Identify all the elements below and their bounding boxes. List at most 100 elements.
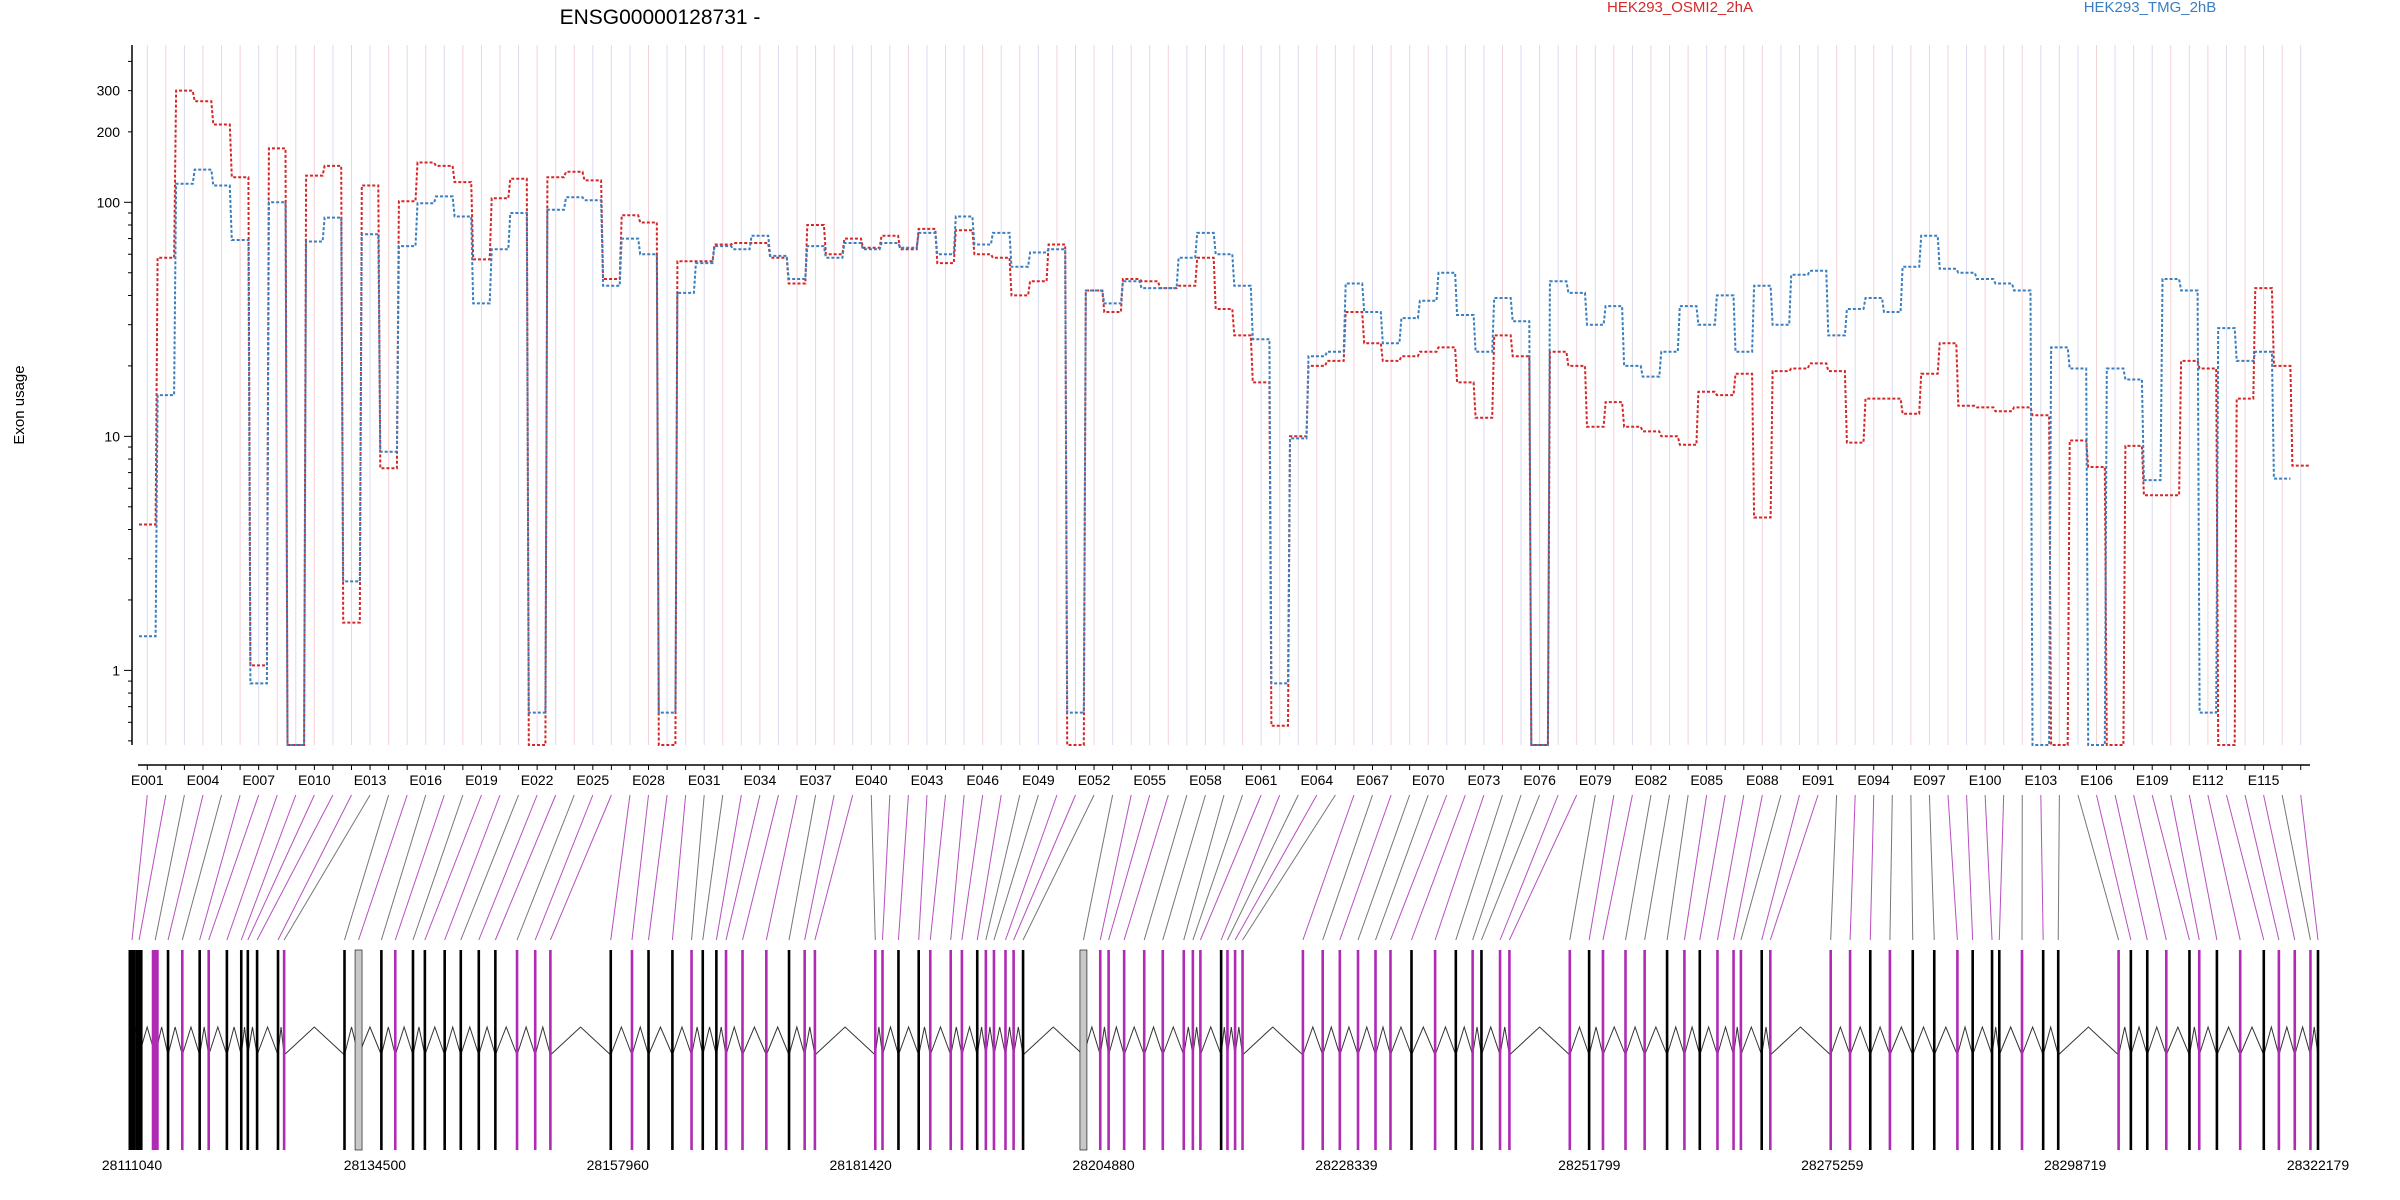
exon-box xyxy=(1990,950,1994,1150)
exon-box xyxy=(2188,950,2191,1150)
exon-box xyxy=(282,950,286,1150)
exon-box xyxy=(380,950,383,1150)
exon-connector xyxy=(1683,794,1708,941)
series-line-0 xyxy=(139,89,2309,746)
intron-line xyxy=(394,1025,414,1056)
intron-line xyxy=(460,1025,480,1056)
intron-line xyxy=(181,1025,201,1056)
exon-box xyxy=(2293,950,2297,1150)
x-tick-label: E031 xyxy=(688,772,721,788)
exon-connector xyxy=(358,794,408,941)
exon-box xyxy=(1021,950,1025,1150)
exon-box xyxy=(1716,950,1719,1150)
intron-line xyxy=(1666,1025,1685,1056)
exon-box xyxy=(515,950,519,1150)
exon-connector xyxy=(715,794,742,941)
exon-connector xyxy=(2057,794,2060,941)
exon-box xyxy=(343,950,346,1150)
intron-line xyxy=(1302,1025,1324,1056)
intron-line xyxy=(444,1025,462,1056)
x-tick-label: E064 xyxy=(1300,772,1333,788)
genomic-coordinate-label: 28275259 xyxy=(1801,1157,1864,1173)
exon-connector xyxy=(1740,794,1782,941)
exon-connector xyxy=(1013,794,1076,941)
exon-connector xyxy=(2263,794,2296,941)
exon-box xyxy=(2197,950,2201,1150)
exon-connector xyxy=(1220,794,1281,941)
intron-line xyxy=(1972,1025,1993,1056)
exon-connector xyxy=(1375,794,1429,941)
intron-line xyxy=(1004,1026,1015,1056)
exon-box xyxy=(1601,950,1605,1150)
intron-line xyxy=(1683,1025,1701,1056)
exon-box xyxy=(2238,950,2242,1150)
exon-connector xyxy=(1569,794,1596,941)
exon-box xyxy=(1508,950,1511,1150)
intron-line xyxy=(2118,1026,2132,1056)
intron-line xyxy=(380,1026,396,1056)
exon-connector xyxy=(2207,794,2241,941)
exon-connector xyxy=(2040,794,2044,941)
exon-connector xyxy=(765,794,798,941)
intron-line xyxy=(1716,1025,1735,1056)
exon-box xyxy=(1956,950,1959,1150)
exon-connector xyxy=(240,794,297,941)
series-line-1 xyxy=(139,168,2291,746)
exon-connector xyxy=(1234,794,1318,941)
exon-box xyxy=(494,950,497,1150)
exon-connector xyxy=(702,794,724,941)
exon-box xyxy=(1356,950,1360,1150)
exon-box xyxy=(1760,950,1764,1150)
x-tick-label: E022 xyxy=(521,772,554,788)
exon-connector xyxy=(460,794,520,941)
exon-box xyxy=(1142,950,1146,1150)
intron-line xyxy=(1108,1025,1125,1056)
intron-line xyxy=(1242,1026,1304,1056)
x-tick-label: E067 xyxy=(1356,772,1389,788)
intron-line xyxy=(1339,1025,1359,1056)
x-tick-label: E091 xyxy=(1802,772,1835,788)
exon-connector xyxy=(444,794,501,941)
exon-box xyxy=(1301,950,1305,1150)
exon-box xyxy=(2041,950,2045,1150)
intron-line xyxy=(226,1026,242,1056)
exon-box xyxy=(1911,950,1915,1150)
exon-box xyxy=(949,950,953,1150)
intron-line xyxy=(1022,1026,1084,1056)
intron-line xyxy=(2130,1025,2148,1056)
exon-box xyxy=(276,950,280,1150)
exon-box xyxy=(1079,949,1088,1151)
intron-line xyxy=(1998,1025,2023,1056)
exon-connector xyxy=(814,794,854,941)
exon-connector xyxy=(2170,794,2200,941)
intron-line xyxy=(1390,1025,1412,1056)
exon-connector xyxy=(1966,794,1974,941)
x-tick-label: E016 xyxy=(409,772,442,788)
exon-box xyxy=(671,950,674,1150)
exon-box xyxy=(1241,950,1244,1150)
exon-connector xyxy=(1022,794,1095,941)
exon-connector xyxy=(631,794,650,941)
x-tick-label: E073 xyxy=(1468,772,1501,788)
exon-box xyxy=(1199,950,1202,1150)
intron-line xyxy=(610,1025,633,1056)
exon-box xyxy=(255,950,259,1150)
exon-connector xyxy=(1699,794,1726,941)
exon-connector xyxy=(2151,794,2190,941)
exon-box xyxy=(423,950,427,1150)
exon-connector xyxy=(1339,794,1392,941)
exon-connector xyxy=(1849,794,1856,941)
exon-connector xyxy=(1082,794,1114,941)
exon-connector xyxy=(1227,794,1299,941)
intron-line xyxy=(1869,1025,1891,1056)
exon-box xyxy=(1219,950,1223,1150)
exon-connector xyxy=(804,794,835,941)
exon-box xyxy=(630,950,634,1150)
exon-connector xyxy=(1192,794,1244,941)
intron-line xyxy=(1357,1025,1376,1056)
exon-connector xyxy=(247,794,315,941)
intron-line xyxy=(804,1026,816,1056)
exon-box xyxy=(2215,950,2219,1150)
intron-line xyxy=(1569,1025,1590,1056)
exon-connector xyxy=(226,794,278,941)
